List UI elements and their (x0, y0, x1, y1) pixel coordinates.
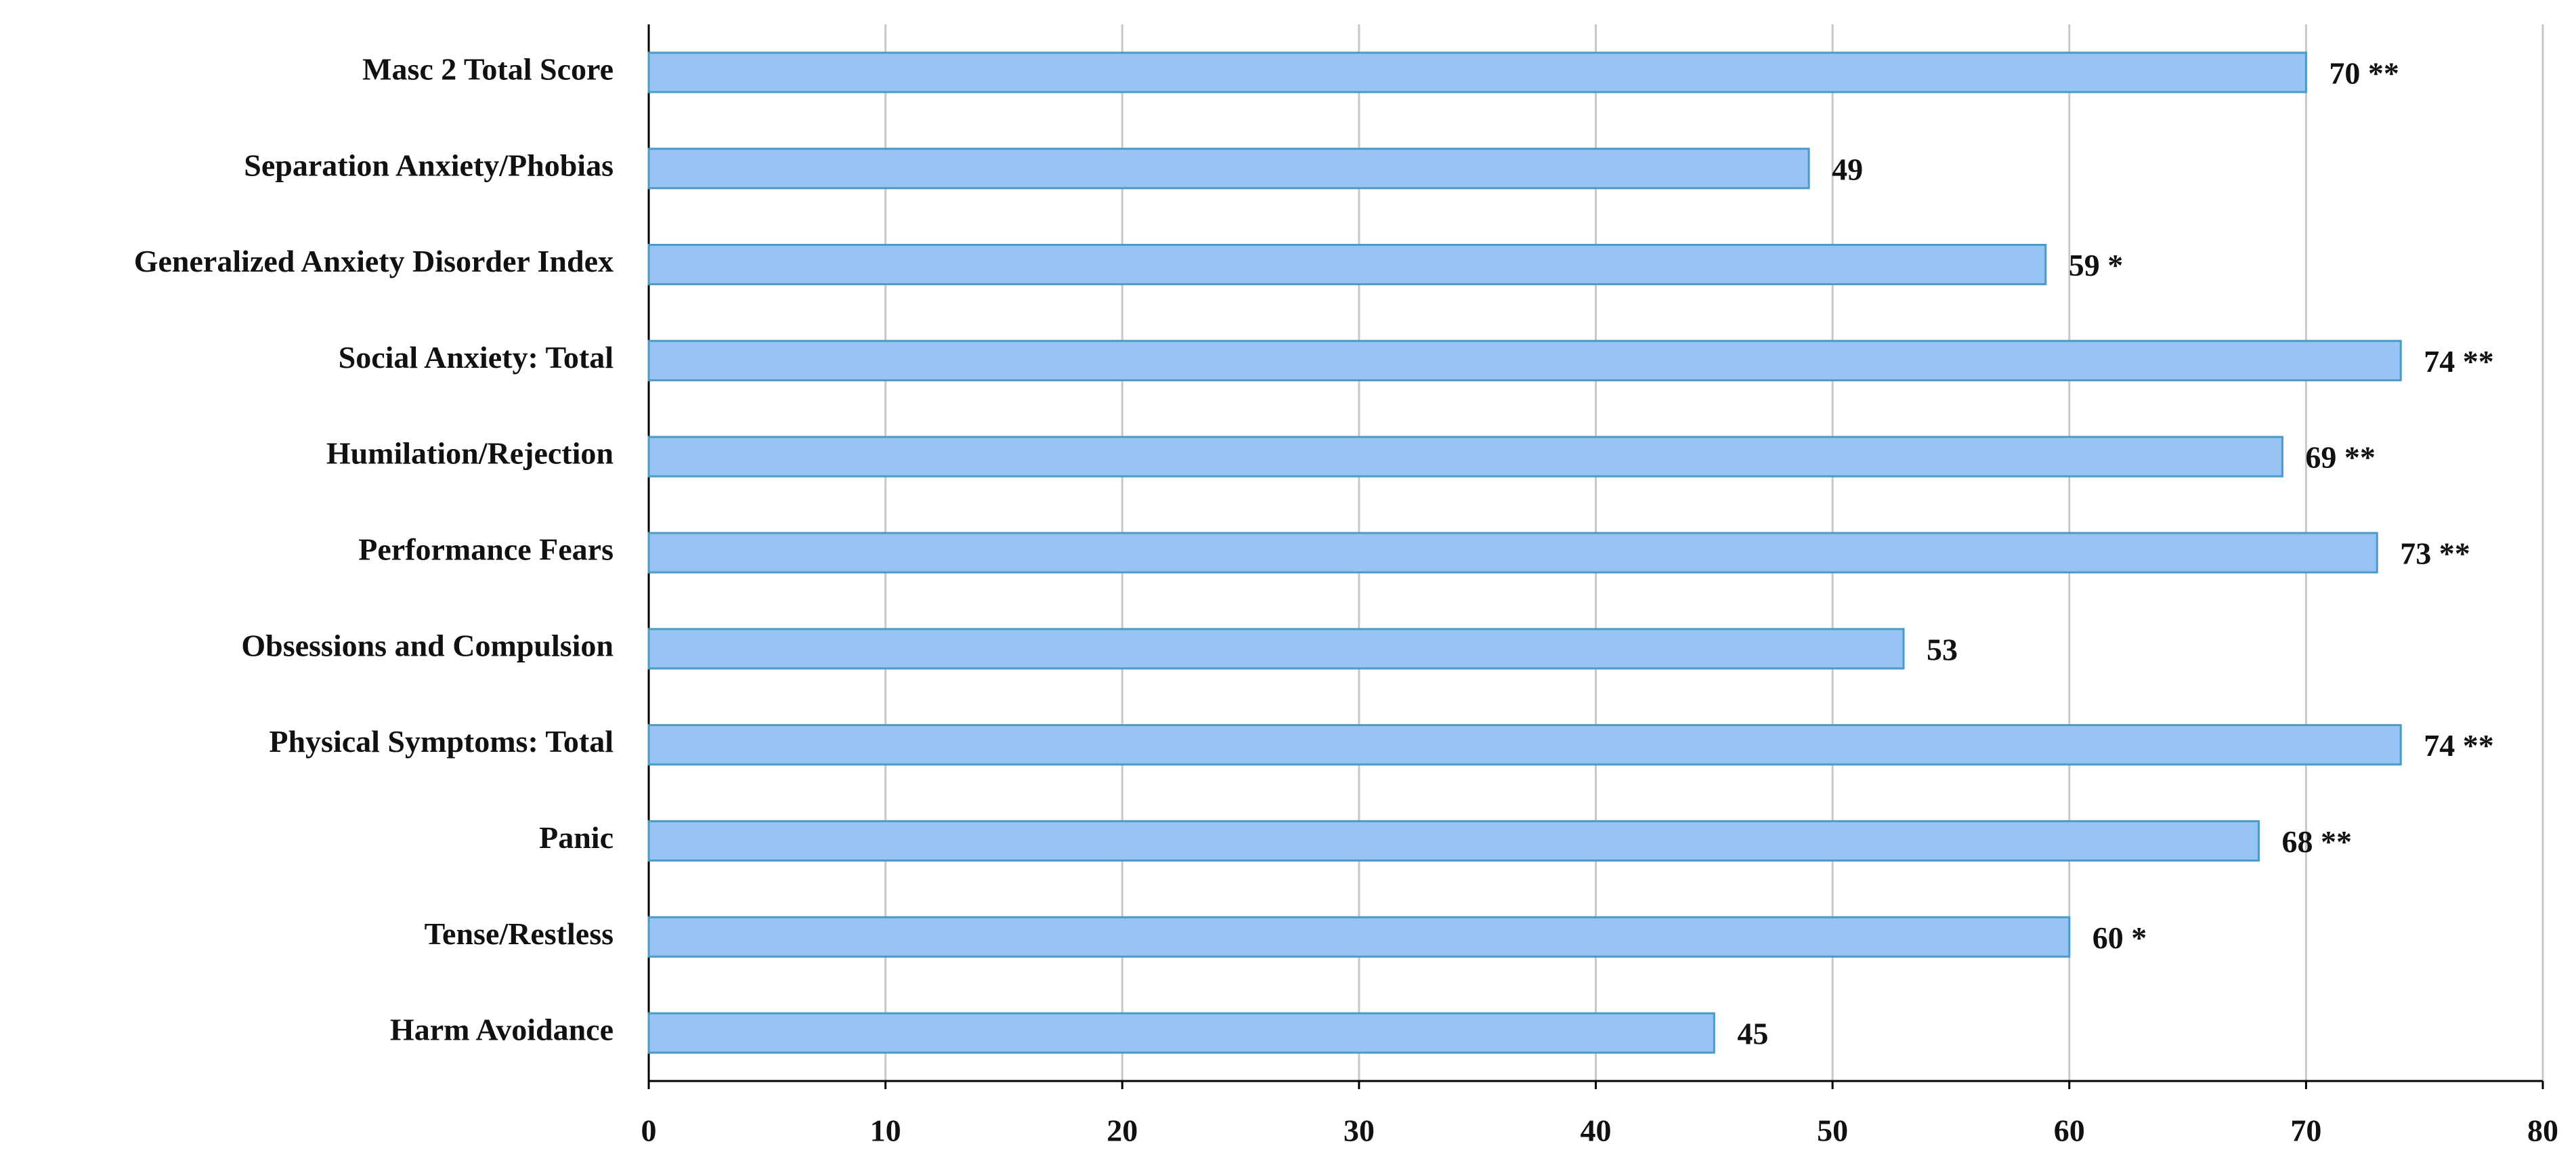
x-tick-label: 60 (2054, 1114, 2085, 1148)
x-tick-label: 10 (870, 1114, 901, 1148)
x-tick-label: 70 (2290, 1114, 2321, 1148)
x-tick-label: 20 (1107, 1114, 1138, 1148)
bar (647, 51, 2307, 93)
x-tick-label: 50 (1817, 1114, 1848, 1148)
bar (647, 532, 2378, 574)
data-label: 74 ** (2424, 728, 2494, 763)
bar (647, 820, 2260, 862)
bar (647, 436, 2283, 478)
y-tick-label: Physical Symptoms: Total (269, 724, 614, 759)
bar (647, 916, 2071, 958)
y-tick-label: Harm Avoidance (390, 1013, 614, 1047)
y-tick-label: Separation Anxiety/Phobias (244, 148, 614, 182)
data-label: 45 (1737, 1017, 1768, 1051)
x-tick-label: 40 (1581, 1114, 1612, 1148)
data-label: 73 ** (2400, 536, 2470, 571)
data-label: 59 * (2069, 248, 2124, 282)
y-tick-label: Masc 2 Total Score (362, 51, 614, 86)
x-tick-label: 0 (641, 1114, 657, 1148)
y-tick-label: Performance Fears (358, 532, 614, 567)
bar (647, 628, 1905, 670)
data-label: 60 * (2092, 920, 2147, 955)
y-tick-label: Social Anxiety: Total (339, 340, 614, 375)
data-label: 70 ** (2329, 56, 2399, 90)
bar (647, 1012, 1715, 1054)
y-tick-label: Obsessions and Compulsion (241, 628, 614, 662)
data-label: 74 ** (2424, 344, 2494, 379)
bar (647, 243, 2047, 286)
data-label: 49 (1832, 152, 1863, 186)
bar (647, 724, 2402, 766)
y-tick-label: Tense/Restless (425, 916, 614, 951)
x-tick-label: 80 (2527, 1114, 2558, 1148)
y-tick-label: Humilation/Rejection (326, 436, 614, 471)
y-tick-label: Generalized Anxiety Disorder Index (134, 244, 614, 278)
x-tick-label: 30 (1344, 1114, 1375, 1148)
data-label: 69 ** (2305, 440, 2376, 475)
y-tick-label: Panic (539, 820, 614, 855)
bar (647, 148, 1810, 190)
bar (647, 339, 2402, 381)
data-label: 53 (1927, 632, 1958, 666)
data-label: 68 ** (2281, 824, 2352, 859)
